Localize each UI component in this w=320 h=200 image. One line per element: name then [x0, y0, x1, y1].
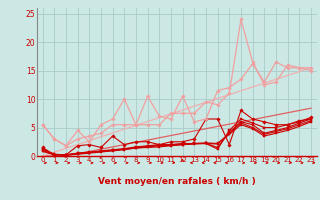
- X-axis label: Vent moyen/en rafales ( km/h ): Vent moyen/en rafales ( km/h ): [98, 177, 256, 186]
